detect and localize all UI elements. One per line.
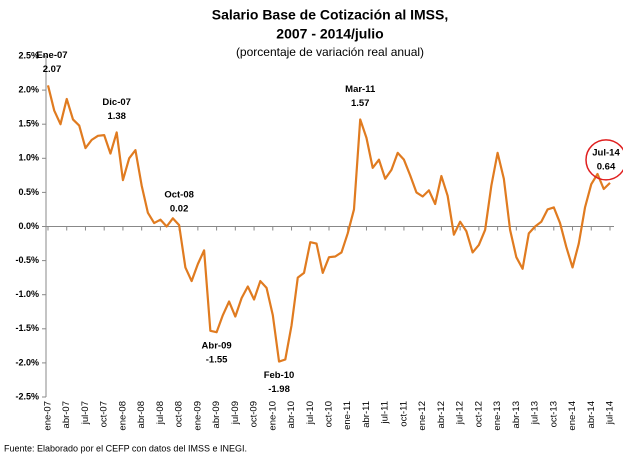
x-tick-label: oct-12 — [473, 401, 484, 427]
x-tick-label: ene-14 — [567, 401, 578, 431]
data-label: 0.64 — [597, 161, 616, 172]
x-tick-label: ene-08 — [117, 401, 128, 431]
x-tick-label: ene-12 — [417, 401, 428, 431]
x-tick-label: jul-12 — [455, 401, 466, 425]
annotation-label: Mar-11 — [345, 84, 376, 95]
x-tick-label: abr-13 — [511, 401, 522, 428]
y-tick-label: -0.5% — [15, 255, 39, 265]
x-tick-label: ene-09 — [192, 401, 203, 431]
chart-title-line2: 2007 - 2014/julio — [276, 26, 383, 42]
x-tick-label: jul-13 — [530, 401, 541, 425]
chart-subtitle: (porcentaje de variación real anual) — [236, 45, 424, 59]
data-label: 1.38 — [107, 111, 126, 122]
x-tick-label: abr-09 — [211, 401, 222, 428]
x-tick-label: abr-10 — [286, 401, 297, 428]
x-tick-label: jul-10 — [305, 401, 316, 425]
x-tick-label: jul-07 — [80, 401, 91, 425]
line-series — [46, 85, 611, 363]
x-tick-label: jul-11 — [380, 401, 391, 425]
x-tick-label: jul-08 — [155, 401, 166, 425]
y-tick-label: 1.0% — [18, 153, 39, 163]
y-tick-label: -2.0% — [15, 357, 39, 367]
y-tick-label: -1.5% — [15, 323, 39, 333]
y-tick-label: 0.0% — [18, 221, 39, 231]
x-tick-label: jul-09 — [230, 401, 241, 425]
annotation-label: Feb-10 — [264, 370, 295, 381]
x-tick-label: abr-14 — [586, 401, 597, 428]
highlight-circle — [585, 139, 623, 181]
x-tick-label: oct-07 — [99, 401, 110, 427]
data-label: 0.02 — [170, 204, 189, 215]
data-label: -1.55 — [206, 355, 228, 366]
x-tick-label: jul-14 — [605, 401, 616, 425]
y-tick-label: 1.5% — [18, 119, 39, 129]
x-tick-label: abr-07 — [61, 401, 72, 428]
data-label: 1.57 — [351, 98, 370, 109]
x-tick-label: abr-08 — [136, 401, 147, 428]
data-label: -1.98 — [268, 384, 290, 395]
x-tick-label: oct-10 — [324, 401, 335, 427]
x-tick-label: ene-10 — [267, 401, 278, 431]
y-tick-label: -2.5% — [15, 391, 39, 401]
annotation-label: Abr-09 — [202, 341, 232, 352]
y-tick-label: 0.5% — [18, 187, 39, 197]
y-tick-label: 2.5% — [18, 50, 39, 60]
y-tick-label: 2.0% — [18, 84, 39, 94]
x-tick-label: abr-11 — [361, 401, 372, 428]
y-tick-label: -1.0% — [15, 289, 39, 299]
x-tick-label: ene-11 — [342, 401, 353, 430]
annotation-label: Jul-14 — [592, 147, 620, 158]
x-tick-label: oct-09 — [249, 401, 260, 427]
x-tick-label: oct-11 — [398, 401, 409, 427]
annotation-label: Ene-07 — [36, 50, 67, 61]
data-label: 2.07 — [43, 64, 62, 75]
chart-title: Salario Base de Cotización al IMSS, — [212, 7, 449, 23]
x-tick-label: oct-13 — [548, 401, 559, 427]
x-tick-label: abr-12 — [436, 401, 447, 428]
source-note: Fuente: Elaborado por el CEFP con datos … — [4, 443, 247, 453]
x-tick-label: ene-13 — [492, 401, 503, 431]
annotation-label: Oct-08 — [164, 190, 194, 201]
x-tick-label: oct-08 — [174, 401, 185, 427]
x-tick-label: ene-07 — [43, 401, 54, 431]
annotation-label: Dic-07 — [102, 97, 131, 108]
